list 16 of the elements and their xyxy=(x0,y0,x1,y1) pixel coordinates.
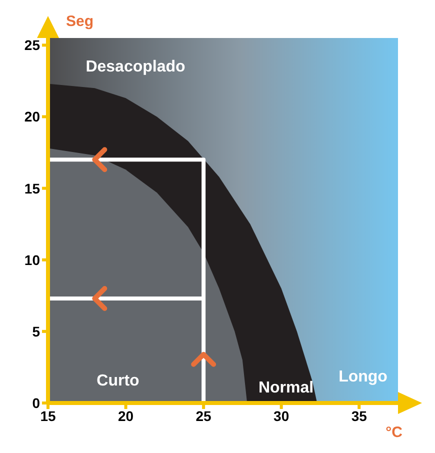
annotation: Desacoplado xyxy=(86,58,186,76)
y-axis-title: Seg xyxy=(66,13,94,30)
annotation: Longo xyxy=(338,368,388,386)
x-tick-label: 30 xyxy=(274,408,290,424)
y-tick-label: 5 xyxy=(32,323,40,340)
y-tick-label: 10 xyxy=(24,252,40,268)
x-tick-label: 20 xyxy=(118,408,134,424)
y-tick-label: 15 xyxy=(24,180,40,196)
y-tick-label: 20 xyxy=(24,108,40,125)
x-axis-title: °C xyxy=(386,424,403,441)
annotation: Normal xyxy=(258,380,314,397)
y-tick-label: 0 xyxy=(32,394,40,411)
y-tick-label: 25 xyxy=(24,37,40,54)
annotation: Curto xyxy=(96,372,140,390)
x-tick-label: 25 xyxy=(196,408,212,424)
x-tick-label: 35 xyxy=(351,408,368,424)
